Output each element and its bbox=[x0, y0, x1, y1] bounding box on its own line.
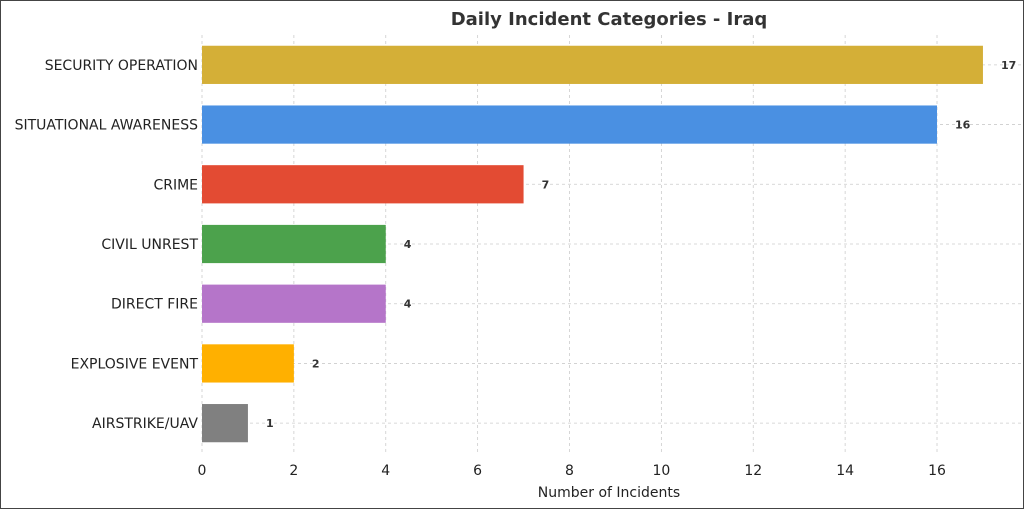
x-tick-label-4: 4 bbox=[381, 463, 390, 479]
bar-crime bbox=[202, 165, 524, 204]
category-label: SITUATIONAL AWARENESS bbox=[15, 118, 199, 134]
x-axis-label: Number of Incidents bbox=[538, 485, 680, 501]
value-label: 4 bbox=[404, 238, 412, 251]
x-tick-label-8: 8 bbox=[565, 463, 574, 479]
bar-situational-awareness bbox=[202, 105, 938, 144]
x-tick-labels: 0 2 4 6 8 10 12 14 16 bbox=[198, 463, 946, 479]
value-labels: 17 16 7 4 4 2 1 bbox=[266, 59, 1016, 430]
category-label: DIRECT FIRE bbox=[111, 297, 198, 313]
value-label: 4 bbox=[404, 298, 412, 311]
category-label: CRIME bbox=[153, 177, 198, 193]
bar-direct-fire bbox=[202, 284, 386, 323]
value-label: 16 bbox=[955, 119, 971, 132]
category-labels: SECURITY OPERATION SITUATIONAL AWARENESS C… bbox=[15, 58, 199, 432]
bar-civil-unrest bbox=[202, 224, 386, 264]
category-label: SECURITY OPERATION bbox=[45, 58, 198, 74]
x-tick-label-6: 6 bbox=[473, 463, 482, 479]
category-label: AIRSTRIKE/UAV bbox=[92, 416, 198, 432]
x-tick-label-10: 10 bbox=[652, 463, 670, 479]
bar-explosive-event bbox=[202, 344, 294, 383]
value-label: 17 bbox=[1001, 59, 1016, 72]
x-tick-label-12: 12 bbox=[744, 463, 762, 479]
value-label: 1 bbox=[266, 417, 274, 430]
x-tick-label-16: 16 bbox=[928, 463, 946, 479]
bar-security-operation bbox=[202, 45, 983, 84]
category-label: CIVIL UNREST bbox=[101, 237, 198, 253]
chart-title: Daily Incident Categories - Iraq bbox=[451, 9, 768, 30]
x-tick-label-0: 0 bbox=[198, 463, 207, 479]
category-label: EXPLOSIVE EVENT bbox=[71, 356, 199, 372]
bars bbox=[202, 45, 983, 443]
value-label: 7 bbox=[542, 178, 550, 191]
x-tick-label-14: 14 bbox=[836, 463, 854, 479]
x-tick-label-2: 2 bbox=[289, 463, 298, 479]
value-label: 2 bbox=[312, 357, 320, 370]
bar-airstrike-uav bbox=[202, 404, 248, 443]
